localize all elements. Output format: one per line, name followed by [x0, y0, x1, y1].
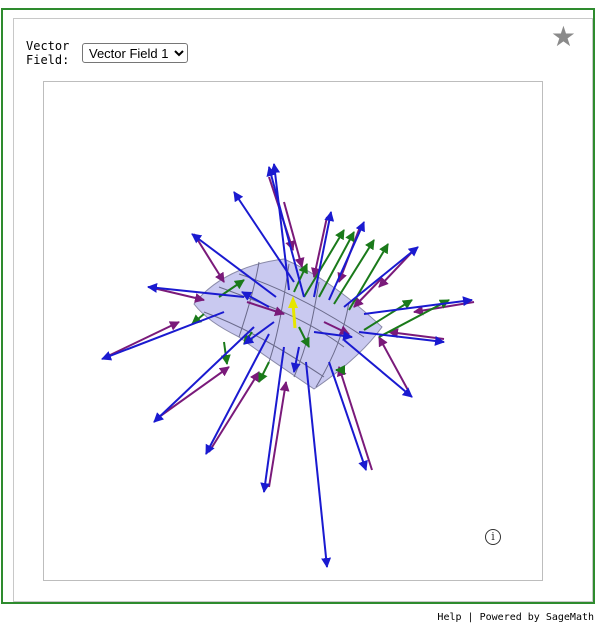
- vector-field-blue-arrows: [101, 163, 473, 568]
- vector-field-select[interactable]: Vector Field 1: [82, 43, 188, 63]
- interact-panel: ★ Vector Field: Vector Field 1: [13, 18, 593, 602]
- vector-field-3d-plot: [101, 163, 475, 568]
- surface-patch: [193, 258, 383, 390]
- z-axis-arrow: [288, 296, 298, 329]
- vector-field-label: Vector Field:: [26, 39, 70, 67]
- footer-separator: |: [467, 612, 474, 623]
- powered-by-sagemath-link[interactable]: Powered by SageMath: [479, 612, 594, 623]
- info-icon[interactable]: i: [485, 529, 501, 545]
- footer: Help | Powered by SageMath: [437, 612, 594, 623]
- help-link[interactable]: Help: [437, 612, 462, 623]
- sage-cell-frame: ★ Vector Field: Vector Field 1: [1, 8, 595, 604]
- vector-field-control: Vector Field: Vector Field 1: [26, 39, 188, 67]
- 3d-plot-viewport[interactable]: i: [43, 81, 543, 581]
- star-icon[interactable]: ★: [550, 20, 576, 53]
